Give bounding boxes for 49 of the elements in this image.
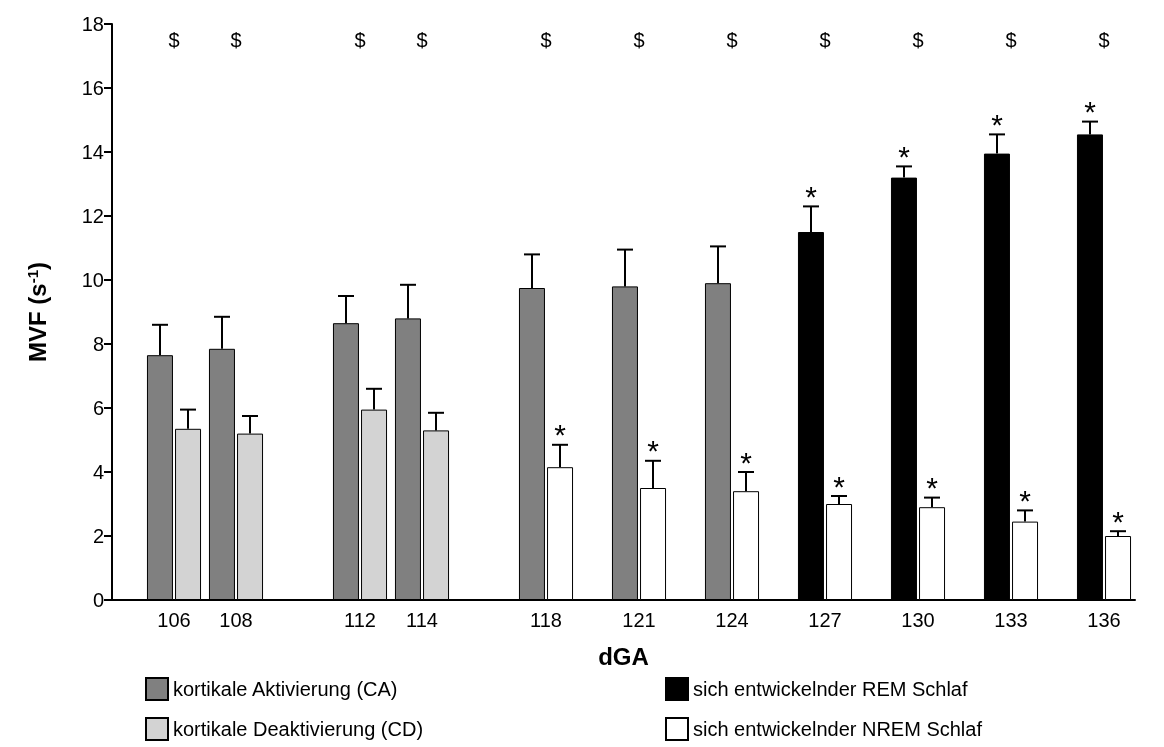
annotation: * bbox=[898, 139, 911, 173]
legend-label: kortikale Aktivierung (CA) bbox=[173, 678, 398, 700]
y-tick-label: 10 bbox=[81, 269, 104, 291]
legend-label: sich entwickelnder NREM Schlaf bbox=[693, 718, 983, 740]
annotation: * bbox=[833, 469, 846, 503]
annotation: $ bbox=[912, 29, 924, 51]
y-tick-label: 16 bbox=[81, 77, 104, 99]
x-axis-title: dGA bbox=[598, 642, 649, 670]
annotation: $ bbox=[540, 29, 552, 51]
x-tick-label: 112 bbox=[344, 609, 376, 631]
y-tick-label: 8 bbox=[92, 333, 104, 355]
x-tick-label: 136 bbox=[1087, 609, 1121, 631]
x-tick-label: 118 bbox=[530, 609, 562, 631]
annotation: $ bbox=[1098, 29, 1110, 51]
y-tick-label: 18 bbox=[81, 13, 104, 35]
x-tick-label: 114 bbox=[406, 609, 438, 631]
legend-label: sich entwickelnder REM Schlaf bbox=[693, 678, 968, 700]
annotation: $ bbox=[726, 29, 738, 51]
x-tick-label: 108 bbox=[219, 609, 253, 631]
x-tick-label: 106 bbox=[157, 609, 191, 631]
y-tick-label: 12 bbox=[81, 205, 104, 227]
annotation: $ bbox=[168, 29, 180, 51]
annotation: * bbox=[1084, 95, 1097, 129]
annotation: * bbox=[740, 445, 753, 479]
annotation: $ bbox=[633, 29, 645, 51]
x-tick-label: 130 bbox=[901, 609, 935, 631]
annotation: * bbox=[554, 418, 567, 452]
annotation: * bbox=[805, 179, 818, 213]
y-tick-label: 2 bbox=[92, 525, 104, 547]
annotation: * bbox=[926, 471, 939, 505]
annotation: $ bbox=[230, 29, 242, 51]
y-axis-title: MVF (s-1) bbox=[24, 262, 51, 362]
y-tick-label: 0 bbox=[92, 589, 104, 611]
annotation: $ bbox=[819, 29, 831, 51]
annotation: $ bbox=[354, 29, 366, 51]
y-tick-label: 6 bbox=[92, 397, 104, 419]
legend-label: kortikale Deaktivierung (CD) bbox=[173, 718, 424, 740]
y-tick-label: 4 bbox=[92, 461, 104, 483]
x-tick-label: 127 bbox=[808, 609, 842, 631]
annotation: * bbox=[1019, 483, 1032, 517]
x-tick-label: 124 bbox=[715, 609, 749, 631]
annotation: * bbox=[991, 107, 1004, 141]
y-tick-label: 14 bbox=[81, 141, 104, 163]
annotation: * bbox=[1112, 504, 1125, 538]
annotation: $ bbox=[1005, 29, 1017, 51]
x-tick-label: 133 bbox=[994, 609, 1028, 631]
x-tick-label: 121 bbox=[622, 609, 656, 631]
annotation: * bbox=[647, 434, 660, 468]
annotation: $ bbox=[416, 29, 428, 51]
